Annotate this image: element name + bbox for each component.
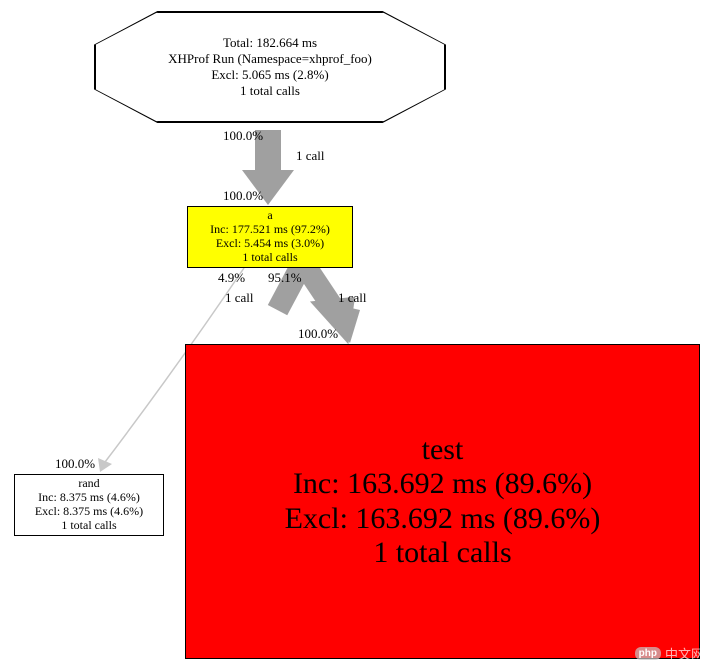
rand-line2: Inc: 8.375 ms (4.6%) xyxy=(38,491,140,505)
node-root: Total: 182.664 ms XHProf Run (Namespace=… xyxy=(95,12,445,122)
edge-a-test-calls: 1 call xyxy=(338,290,367,306)
a-line2: Inc: 177.521 ms (97.2%) xyxy=(210,223,330,237)
edge-root-a-bot-pct: 100.0% xyxy=(223,188,263,204)
root-line2: XHProf Run (Namespace=xhprof_foo) xyxy=(168,51,372,67)
test-line2: Inc: 163.692 ms (89.6%) xyxy=(293,467,592,502)
test-line1: test xyxy=(422,433,464,468)
node-rand: rand Inc: 8.375 ms (4.6%) Excl: 8.375 ms… xyxy=(14,474,164,536)
watermark: php 中文网 xyxy=(635,644,704,663)
edge-root-a-top-pct: 100.0% xyxy=(223,128,263,144)
root-line4: 1 total calls xyxy=(240,83,300,99)
edge-a-rand-calls: 1 call xyxy=(225,290,254,306)
edge-a-rand-top-pct: 4.9% xyxy=(218,270,245,286)
watermark-badge: php xyxy=(635,647,661,660)
test-line4: 1 total calls xyxy=(373,536,511,571)
test-line3: Excl: 163.692 ms (89.6%) xyxy=(285,502,601,537)
edge-a-test-top-pct: 95.1% xyxy=(268,270,302,286)
rand-line1: rand xyxy=(78,477,99,491)
root-line3: Excl: 5.065 ms (2.8%) xyxy=(211,67,328,83)
edge-a-test-bot-pct: 100.0% xyxy=(298,326,338,342)
edge-root-a-calls: 1 call xyxy=(296,148,325,164)
root-line1: Total: 182.664 ms xyxy=(223,35,317,51)
watermark-text: 中文网 xyxy=(665,644,704,663)
edge-a-rand-bot-pct: 100.0% xyxy=(55,456,95,472)
node-test: test Inc: 163.692 ms (89.6%) Excl: 163.6… xyxy=(185,344,700,659)
rand-line4: 1 total calls xyxy=(61,519,116,533)
rand-line3: Excl: 8.375 ms (4.6%) xyxy=(35,505,143,519)
node-a: a Inc: 177.521 ms (97.2%) Excl: 5.454 ms… xyxy=(187,206,353,268)
a-line4: 1 total calls xyxy=(242,251,297,265)
a-line1: a xyxy=(267,209,272,223)
a-line3: Excl: 5.454 ms (3.0%) xyxy=(216,237,324,251)
